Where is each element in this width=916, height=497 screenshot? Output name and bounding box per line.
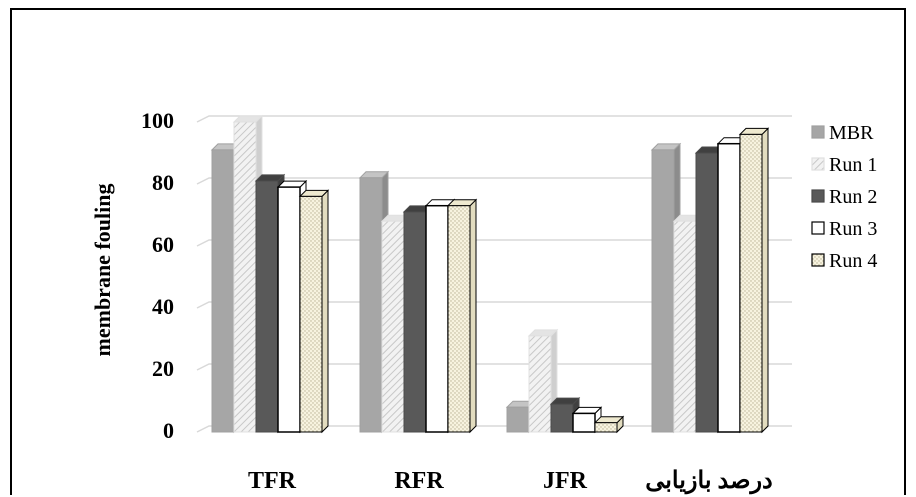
legend-swatch xyxy=(811,157,825,171)
category-label: TFR xyxy=(248,468,297,494)
y-tick-label: 100 xyxy=(141,108,174,133)
fouling-bar-chart: 0 20 40 60 80 100 membrane fouling TFR RFR JFR د… xyxy=(90,108,877,495)
legend: MBR Run 1 Run 2 Run 3 Run 4 xyxy=(811,122,877,272)
y-tick-label: 60 xyxy=(152,232,174,257)
bar xyxy=(446,198,478,434)
y-tick-label: 80 xyxy=(152,170,174,195)
legend-item: Run 4 xyxy=(811,250,877,272)
y-tick-label: 20 xyxy=(152,356,174,381)
legend-label: Run 1 xyxy=(829,154,877,176)
bar xyxy=(593,415,625,434)
legend-item: Run 1 xyxy=(811,154,877,176)
legend-label: Run 4 xyxy=(829,250,877,272)
bar xyxy=(738,127,770,434)
gridline xyxy=(196,301,792,309)
y-tick-labels: 0 20 40 60 80 100 xyxy=(141,108,174,443)
y-axis-label: membrane fouling xyxy=(90,184,115,357)
gridline xyxy=(196,363,792,371)
legend-label: Run 3 xyxy=(829,218,877,240)
category-label: درصد بازیابی xyxy=(645,468,773,495)
legend-label: MBR xyxy=(829,122,874,144)
category-label: RFR xyxy=(394,468,444,494)
y-tick-label: 0 xyxy=(163,418,174,443)
y-tick-label: 40 xyxy=(152,294,174,319)
gridline xyxy=(196,177,792,185)
gridline xyxy=(196,239,792,247)
legend-swatch xyxy=(811,221,825,235)
legend-item: Run 2 xyxy=(811,186,877,208)
legend-item: Run 3 xyxy=(811,218,877,240)
bars xyxy=(210,114,770,434)
bar xyxy=(298,189,330,434)
legend-label: Run 2 xyxy=(829,186,877,208)
chart-frame: 0 20 40 60 80 100 membrane fouling TFR RFR JFR د… xyxy=(10,8,906,495)
category-labels: TFR RFR JFR درصد بازیابی xyxy=(248,468,773,495)
legend-swatch xyxy=(811,189,825,203)
gridline xyxy=(196,115,792,123)
category-label: JFR xyxy=(543,468,588,494)
legend-swatch xyxy=(811,125,825,139)
legend-swatch xyxy=(811,253,825,267)
legend-item: MBR xyxy=(811,122,874,144)
